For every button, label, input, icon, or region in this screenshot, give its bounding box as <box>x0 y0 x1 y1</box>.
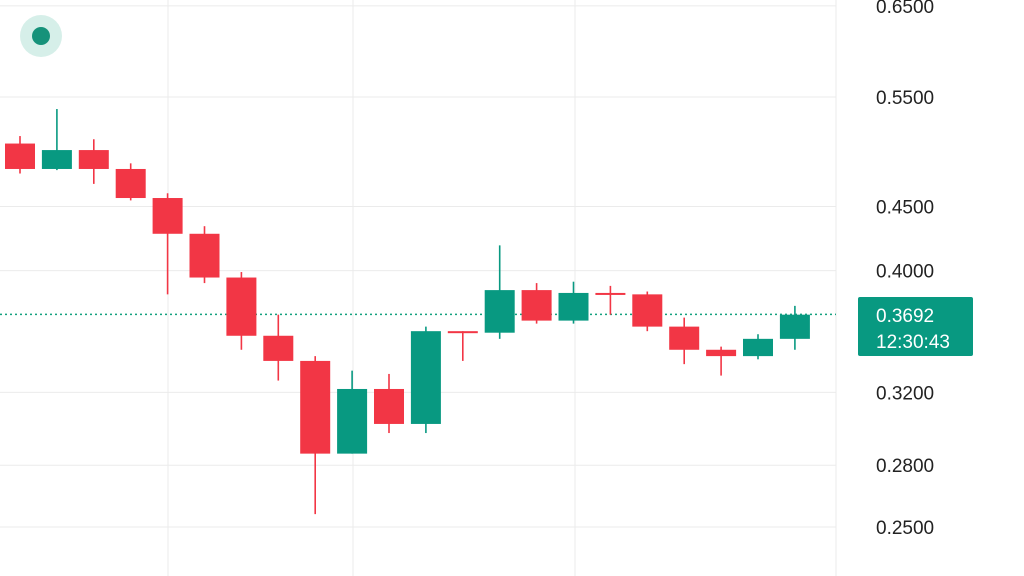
candle-body <box>447 331 478 334</box>
live-indicator-dot-icon <box>32 27 50 45</box>
y-tick-label: 0.5500 <box>876 88 934 109</box>
price-axis[interactable]: 0.2500 0.2800 0.3200 0.4000 0.4500 0.5500 0.65… <box>876 0 934 539</box>
candle[interactable] <box>706 346 737 376</box>
candle-body <box>374 388 404 424</box>
candle[interactable] <box>410 326 441 434</box>
current-price-tag: 0.3692 12:30:43 <box>858 297 973 356</box>
candle[interactable] <box>41 109 72 171</box>
candle-body <box>115 168 146 199</box>
candle[interactable] <box>189 226 220 284</box>
candle[interactable] <box>337 370 368 454</box>
candle-body <box>189 233 220 278</box>
candle-body <box>669 326 700 350</box>
countdown-timer: 12:30:43 <box>876 332 950 353</box>
y-tick-label: 0.4000 <box>876 262 934 283</box>
live-indicator-halo[interactable] <box>20 15 62 57</box>
candle-body <box>632 294 663 327</box>
candle-body <box>5 143 35 169</box>
candle[interactable] <box>447 331 478 361</box>
y-tick-label: 0.4500 <box>876 197 934 218</box>
candle-body <box>41 150 72 169</box>
candle[interactable] <box>743 334 773 360</box>
candle-body <box>558 292 589 321</box>
candle-body <box>337 388 368 454</box>
candle[interactable] <box>78 139 109 184</box>
y-tick-label: 0.2500 <box>876 518 934 539</box>
candles <box>5 109 810 515</box>
candle-body <box>484 290 515 333</box>
candle[interactable] <box>374 373 404 434</box>
candle[interactable] <box>669 317 700 365</box>
grid-lines <box>0 0 837 576</box>
candle[interactable] <box>779 305 810 350</box>
candle[interactable] <box>115 163 146 201</box>
candle-body <box>595 292 626 295</box>
y-tick-label: 0.2800 <box>876 456 934 477</box>
candle[interactable] <box>300 356 331 515</box>
candle-body <box>410 331 441 424</box>
candle[interactable] <box>263 314 294 381</box>
candle[interactable] <box>5 136 35 174</box>
candle[interactable] <box>152 193 183 295</box>
candle[interactable] <box>632 291 663 332</box>
candle-body <box>521 290 552 321</box>
y-tick-label: 0.6500 <box>876 0 934 18</box>
candle-body <box>78 150 109 169</box>
candle-body <box>743 338 773 357</box>
candle-body <box>706 349 737 357</box>
candle[interactable] <box>484 245 515 339</box>
candle[interactable] <box>226 272 257 350</box>
candle-body <box>152 198 183 234</box>
candle-body <box>300 360 331 454</box>
y-tick-label: 0.3200 <box>876 383 934 404</box>
current-price-label: 0.3692 <box>876 306 934 327</box>
candle-body <box>226 277 257 336</box>
candle[interactable] <box>521 283 552 324</box>
candle-body <box>779 314 810 339</box>
price-tag-background <box>858 297 973 356</box>
candle-body <box>263 335 294 361</box>
candle[interactable] <box>558 281 589 324</box>
candle[interactable] <box>595 285 626 315</box>
